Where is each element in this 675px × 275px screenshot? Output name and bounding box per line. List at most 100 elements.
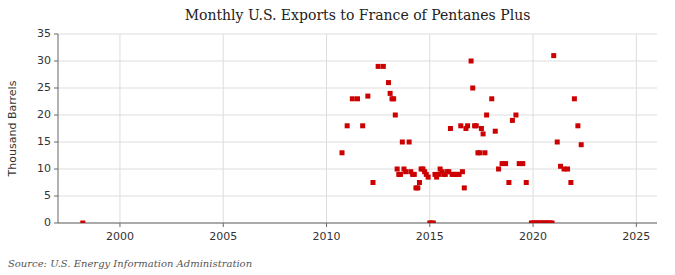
x-tick-label: 2025 — [622, 230, 650, 243]
point — [448, 126, 453, 131]
y-tick-label: 0 — [44, 216, 51, 229]
x-grid-line — [119, 34, 120, 223]
point — [510, 118, 515, 123]
x-tick — [636, 223, 637, 227]
y-tick — [54, 142, 58, 143]
y-tick-label: 20 — [37, 108, 51, 121]
point — [555, 140, 560, 145]
y-tick-label: 30 — [37, 54, 51, 67]
point — [458, 123, 463, 128]
x-tick — [533, 223, 534, 227]
x-grid-line — [429, 34, 430, 223]
point — [415, 185, 420, 190]
y-grid-line — [58, 196, 657, 197]
point — [460, 169, 465, 174]
point — [568, 180, 573, 185]
point — [465, 123, 470, 128]
y-tick — [54, 34, 58, 35]
point — [360, 123, 365, 128]
point — [395, 167, 400, 172]
y-tick — [54, 61, 58, 62]
x-tick-label: 2000 — [106, 230, 134, 243]
point — [370, 180, 375, 185]
source-note: Source: U.S. Energy Information Administ… — [8, 258, 252, 269]
point — [340, 150, 345, 155]
point — [462, 185, 467, 190]
x-tick — [119, 223, 120, 227]
chart: 05101520253035200020052010201520202025Mo… — [0, 0, 675, 275]
point — [80, 221, 85, 224]
y-axis-line — [58, 34, 59, 223]
y-tick — [54, 196, 58, 197]
x-grid-line — [223, 34, 224, 223]
title: Monthly U.S. Exports to France of Pentan… — [185, 7, 531, 23]
point — [355, 96, 360, 101]
point — [579, 142, 584, 147]
point — [520, 161, 525, 166]
y-tick-label: 15 — [37, 135, 51, 148]
x-tick-label: 2020 — [519, 230, 547, 243]
point — [470, 86, 475, 91]
y-tick-label: 10 — [37, 162, 51, 175]
point — [565, 167, 570, 172]
point — [503, 161, 508, 166]
point — [482, 150, 487, 155]
point — [513, 113, 518, 118]
y-tick — [54, 115, 58, 116]
point — [489, 96, 494, 101]
point — [393, 113, 398, 118]
x-grid-line — [636, 34, 637, 223]
point — [350, 96, 355, 101]
x-grid-line — [533, 34, 534, 223]
y-tick-label: 5 — [44, 189, 51, 202]
grid — [58, 34, 657, 223]
y-grid-line — [58, 61, 657, 62]
point — [496, 167, 501, 172]
x-tick — [326, 223, 327, 227]
point — [524, 180, 529, 185]
y-tick — [54, 169, 58, 170]
x-tick-label: 2010 — [313, 230, 341, 243]
point — [417, 180, 422, 185]
point — [469, 59, 474, 64]
x-tick — [429, 223, 430, 227]
y-tick-label: 25 — [37, 81, 51, 94]
point — [391, 96, 396, 101]
axes: 05101520253035200020052010201520202025 — [37, 27, 657, 243]
x-grid-line — [326, 34, 327, 223]
point — [386, 80, 391, 85]
point — [506, 180, 511, 185]
x-tick-label: 2015 — [416, 230, 444, 243]
y-grid-line — [58, 115, 657, 116]
point — [345, 123, 350, 128]
point — [431, 221, 436, 224]
point — [550, 221, 555, 224]
point — [474, 123, 479, 128]
point — [572, 96, 577, 101]
point — [376, 64, 381, 69]
points — [80, 53, 583, 223]
y-grid-line — [58, 88, 657, 89]
point — [398, 172, 403, 177]
point — [407, 140, 412, 145]
point — [477, 150, 482, 155]
point — [481, 131, 486, 136]
point — [575, 123, 580, 128]
y-grid-line — [58, 142, 657, 143]
point — [365, 94, 370, 99]
y-grid-line — [58, 223, 657, 224]
point — [493, 129, 498, 134]
x-axis-line — [58, 223, 657, 224]
point — [412, 172, 417, 177]
y-tick — [54, 88, 58, 89]
y-tick — [54, 223, 58, 224]
y-axis-label: Thousand Barrels — [6, 80, 19, 177]
point — [403, 169, 408, 174]
point — [551, 53, 556, 58]
y-tick-label: 35 — [37, 27, 51, 40]
point — [388, 91, 393, 96]
y-grid-line — [58, 34, 657, 35]
x-tick-label: 2005 — [209, 230, 237, 243]
point — [426, 175, 431, 180]
point — [381, 64, 386, 69]
